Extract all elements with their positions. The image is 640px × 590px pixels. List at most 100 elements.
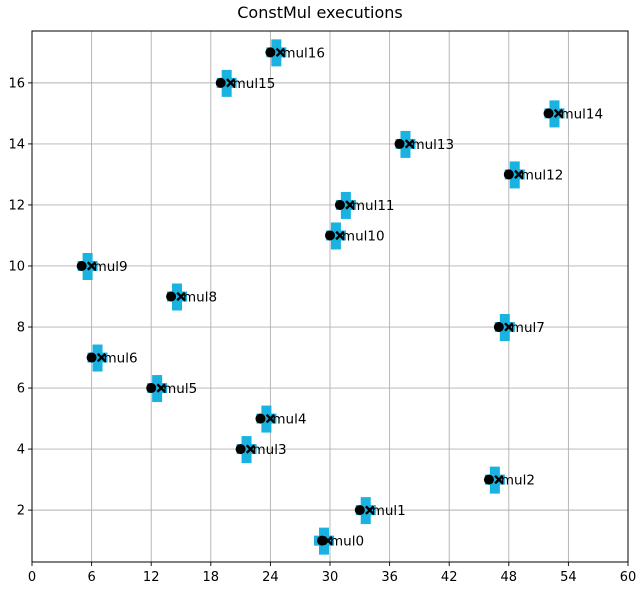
point-label: mul16: [282, 45, 325, 61]
end-x-marker: [504, 322, 514, 332]
point-label: mul5: [163, 381, 197, 397]
point-label: mul10: [342, 228, 385, 244]
plus-marker-horizontal: [77, 260, 98, 271]
end-x-marker: [323, 535, 333, 546]
y-tick-label: 14: [8, 137, 25, 152]
plus-marker-horizontal: [266, 47, 287, 58]
execution-point: mul4: [255, 405, 306, 433]
start-dot: [76, 260, 87, 271]
start-dot: [235, 444, 246, 455]
start-dot: [543, 108, 554, 119]
x-tick-label: 0: [28, 570, 36, 585]
end-x-marker: [156, 383, 166, 393]
execution-point: mul1: [354, 497, 406, 525]
plus-marker-horizontal: [504, 169, 525, 180]
end-x-marker: [96, 352, 107, 363]
x-tick-label: 6: [87, 570, 95, 585]
execution-point: mul15: [215, 69, 276, 97]
point-label: mul14: [560, 106, 603, 122]
plus-marker-horizontal: [216, 77, 237, 88]
start-dot: [354, 505, 365, 516]
y-tick-label: 6: [17, 382, 25, 397]
execution-point: mul9: [76, 252, 128, 280]
y-tick-label: 12: [8, 198, 25, 213]
plus-marker-horizontal: [167, 291, 187, 302]
y-tick-label: 4: [17, 443, 25, 458]
point-label: mul11: [352, 198, 395, 214]
execution-point: mul16: [265, 39, 325, 67]
point-label: mul8: [183, 290, 217, 306]
start-dot: [166, 291, 177, 302]
plus-marker-horizontal: [325, 230, 346, 241]
execution-point: mul5: [146, 375, 197, 403]
execution-point: mul10: [325, 222, 385, 250]
point-label: mul13: [411, 137, 454, 153]
start-dot: [325, 230, 335, 241]
start-dot: [503, 169, 514, 180]
x-tick-label: 36: [381, 570, 398, 585]
x-tick-label: 24: [262, 570, 279, 585]
start-dot: [334, 199, 345, 210]
plus-marker-horizontal: [335, 199, 356, 210]
start-dot: [493, 322, 504, 333]
plus-marker-horizontal: [147, 383, 168, 394]
x-tick-label: 30: [322, 570, 339, 585]
plus-marker-horizontal: [87, 352, 108, 363]
start-dot: [483, 474, 494, 485]
execution-point: mul13: [394, 130, 454, 158]
start-dot: [255, 413, 266, 424]
y-tick-label: 2: [17, 504, 25, 519]
plus-marker-horizontal: [395, 138, 416, 149]
x-tick-label: 42: [441, 570, 458, 585]
point-label: mul2: [501, 473, 535, 489]
execution-point: mul2: [483, 466, 535, 494]
x-tick-label: 48: [501, 570, 518, 585]
point-label: mul15: [233, 76, 276, 92]
grid: [31, 31, 629, 562]
point-label: mul3: [253, 442, 287, 458]
end-x-marker: [365, 505, 375, 515]
end-x-marker: [514, 169, 524, 180]
point-label: mul0: [330, 534, 364, 550]
x-tick-label: 54: [560, 570, 577, 585]
end-x-marker: [226, 78, 236, 88]
end-x-marker: [404, 139, 415, 149]
end-x-marker: [275, 47, 285, 58]
y-tick-label: 16: [8, 76, 25, 91]
end-x-marker: [265, 413, 276, 424]
plus-marker-horizontal: [236, 444, 257, 455]
end-x-marker: [335, 230, 345, 241]
end-x-marker: [86, 261, 97, 271]
plus-marker-horizontal: [484, 474, 505, 485]
plus-marker-horizontal: [544, 108, 565, 119]
start-dot: [146, 383, 157, 394]
end-x-marker: [245, 444, 256, 454]
end-x-marker: [553, 108, 564, 119]
execution-point: mul12: [503, 161, 564, 189]
plus-marker-horizontal: [256, 413, 277, 424]
start-dot: [265, 47, 276, 58]
point-label: mul7: [511, 320, 545, 336]
start-dot: [86, 352, 97, 363]
start-dot: [215, 77, 226, 88]
execution-point: mul11: [334, 191, 395, 219]
point-label: mul9: [94, 259, 128, 275]
point-label: mul12: [521, 167, 564, 183]
chart-title: ConstMul executions: [237, 3, 403, 22]
execution-point: mul0: [314, 527, 364, 555]
x-tick-label: 18: [203, 570, 220, 585]
point-label: mul4: [272, 412, 306, 428]
end-x-marker: [345, 200, 355, 210]
execution-point: mul6: [86, 344, 138, 372]
execution-point: mul7: [493, 314, 545, 342]
execution-point: mul14: [543, 100, 603, 128]
execution-point: mul8: [166, 283, 217, 311]
plus-marker-horizontal: [355, 505, 376, 516]
y-tick-label: 10: [8, 259, 25, 274]
plus-marker-horizontal: [494, 322, 515, 333]
execution-point: mul3: [235, 436, 287, 464]
x-tick-label: 12: [143, 570, 160, 585]
end-x-marker: [494, 474, 504, 485]
